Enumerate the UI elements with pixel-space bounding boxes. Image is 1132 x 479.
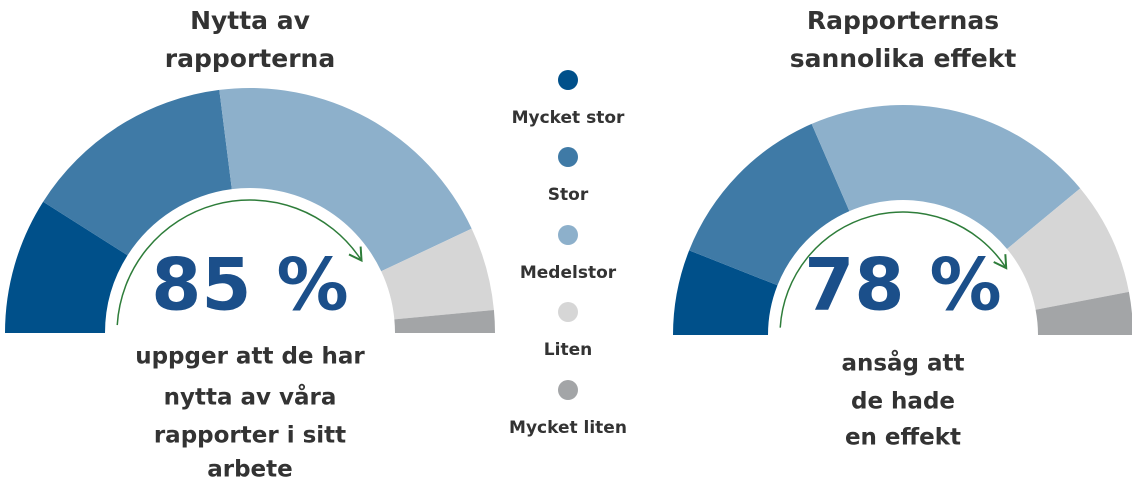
gauge-segment: [1035, 291, 1132, 335]
gauge-segment: [689, 123, 850, 286]
arrow-head: [348, 246, 363, 263]
gauge-segment: [673, 250, 778, 335]
subtitle: en effekt: [845, 425, 961, 451]
arrow-arc: [779, 211, 1006, 328]
gauge-segment: [381, 228, 494, 320]
subtitle: de hade: [851, 389, 955, 415]
gauge-segment: [394, 309, 495, 333]
arrow-head: [993, 254, 1008, 270]
arrow-arc: [116, 199, 362, 326]
subtitle: rapporter i sitt: [154, 423, 346, 449]
legend-swatch: [558, 225, 578, 245]
headline: 85 %: [151, 243, 348, 327]
legend-label: Medelstor: [520, 263, 617, 283]
legend-swatch: [558, 302, 578, 322]
legend-label: Mycket liten: [509, 418, 627, 438]
legend-label: Mycket stor: [512, 108, 625, 128]
headline: 78 %: [804, 243, 1001, 327]
subtitle: ansåg att: [841, 350, 964, 377]
chart-title: sannolika effekt: [790, 44, 1017, 73]
subtitle: arbete: [207, 457, 293, 479]
chart-title: rapporterna: [165, 44, 335, 73]
gauge-segment: [5, 201, 128, 333]
gauge-segment: [43, 89, 232, 256]
legend-label: Stor: [548, 185, 589, 205]
legend-swatch: [558, 380, 578, 400]
subtitle: nytta av våra: [164, 384, 337, 411]
chart-title: Rapporternas: [807, 6, 999, 35]
legend-swatch: [558, 147, 578, 167]
gauge-segment: [811, 105, 1081, 249]
legend-swatch: [558, 70, 578, 90]
legend-label: Liten: [544, 340, 592, 360]
chart-title: Nytta av: [190, 6, 310, 35]
gauge-segment: [219, 88, 472, 272]
gauge-segment: [1007, 188, 1129, 310]
subtitle: uppger att de har: [135, 344, 365, 370]
